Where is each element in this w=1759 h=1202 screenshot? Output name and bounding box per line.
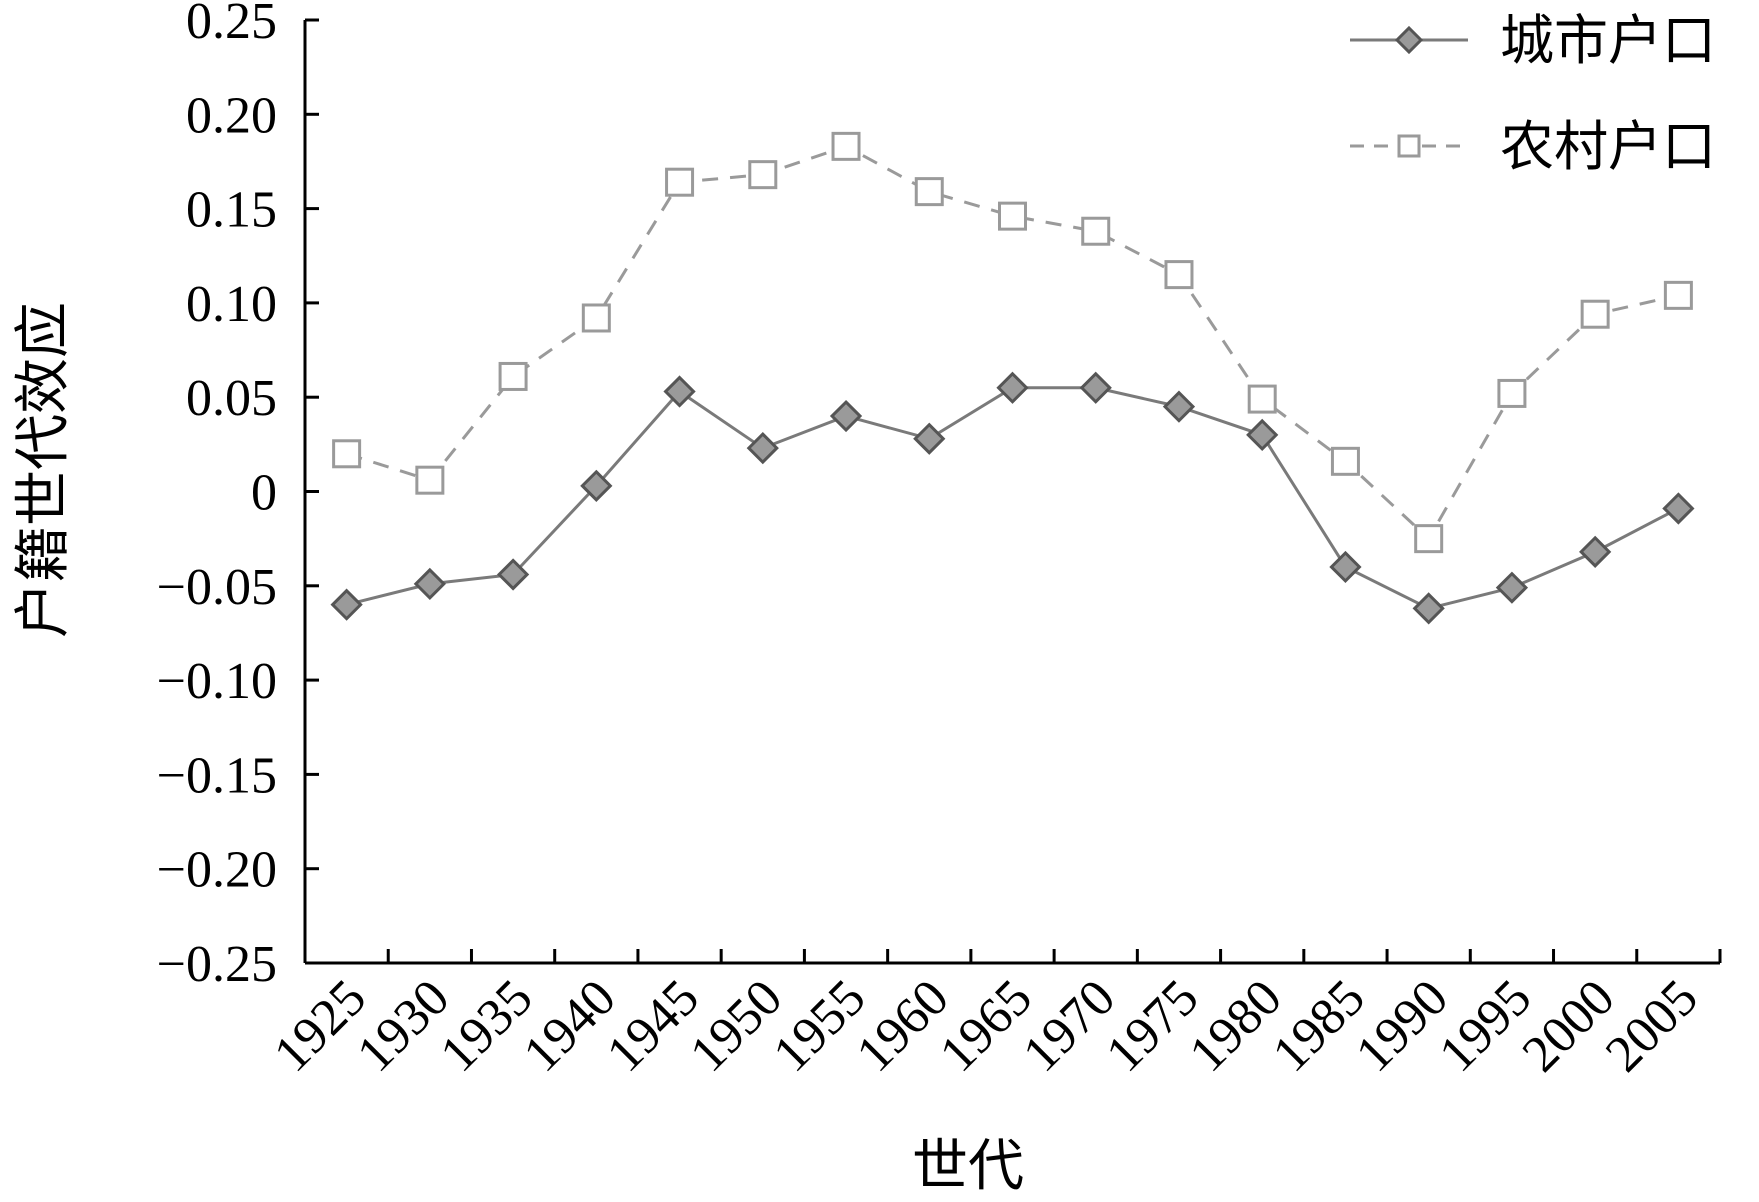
data-point-rural [1663, 280, 1693, 310]
legend-item-rural: 农村户口 [1350, 115, 1716, 178]
x-tick-label: 1940 [513, 969, 627, 1083]
data-point-rural [998, 201, 1027, 231]
data-point-rural [415, 465, 445, 495]
x-tick-label: 1925 [263, 969, 377, 1083]
y-tick-label: −0.20 [157, 842, 277, 899]
legend-item-urban: 城市户口 [1350, 9, 1716, 72]
y-tick-label: 0 [251, 465, 277, 522]
series-line-rural [346, 144, 1679, 542]
x-tick-label: 1985 [1262, 969, 1376, 1083]
data-point-urban [663, 375, 696, 408]
x-tick-label: 1990 [1345, 969, 1459, 1083]
y-tick-label: 0.20 [186, 87, 277, 144]
y-tick-label: 0.25 [186, 0, 277, 50]
data-point-rural [332, 439, 362, 469]
data-point-urban [496, 558, 530, 591]
data-point-urban [1079, 371, 1112, 404]
x-tick-label: 1970 [1012, 969, 1126, 1083]
y-tick-label: 0.05 [186, 370, 277, 427]
x-tick-label: 2000 [1512, 969, 1626, 1083]
x-tick-label: 1945 [596, 969, 710, 1083]
data-point-rural [1580, 299, 1610, 329]
data-point-urban [580, 469, 613, 502]
legend-marker-urban [1394, 25, 1424, 55]
x-axis-ticks: 1925193019351940194519501955196019651970… [263, 949, 1722, 1083]
x-tick-label: 1965 [929, 969, 1043, 1083]
x-tick-label: 1975 [1096, 969, 1210, 1083]
x-tick-label: 1995 [1429, 969, 1543, 1083]
data-point-urban [413, 567, 446, 601]
data-point-rural [914, 177, 944, 207]
y-axis-ticks: 0.25 0.20 0.15 0.10 0.05 0 −0.05 −0.10 −0.15 −0.2… [157, 0, 319, 993]
data-point-rural [1414, 524, 1444, 554]
y-tick-label: 0.15 [186, 182, 277, 239]
data-point-rural [748, 160, 778, 190]
data-point-urban [330, 588, 363, 621]
y-tick-label: −0.25 [157, 936, 277, 993]
legend-label-urban: 城市户口 [1500, 9, 1716, 72]
data-point-rural [665, 167, 695, 197]
data-point-rural [1081, 216, 1111, 246]
data-point-urban [1162, 390, 1196, 423]
data-point-urban [1412, 592, 1445, 625]
series-urban [330, 371, 1695, 625]
x-tick-label: 1930 [346, 969, 460, 1083]
series-line-urban [346, 386, 1680, 611]
x-axis-title: 世代 [912, 1134, 1024, 1199]
legend-marker-rural [1397, 134, 1421, 158]
data-point-urban [746, 432, 779, 465]
x-tick-label: 1960 [846, 969, 960, 1083]
y-axis-title: 户籍世代效应 [11, 302, 76, 638]
data-point-urban [1246, 418, 1279, 452]
data-point-rural [1247, 384, 1277, 414]
series-layer [330, 131, 1695, 625]
data-point-rural [1330, 446, 1360, 476]
data-point-urban [1495, 571, 1529, 604]
y-tick-label: −0.05 [157, 559, 277, 616]
data-point-urban [1329, 550, 1362, 584]
data-point-rural [581, 303, 611, 333]
data-point-urban [913, 422, 946, 455]
data-point-rural [498, 361, 528, 391]
legend-label-rural: 农村户口 [1500, 115, 1716, 178]
data-point-urban [1579, 535, 1612, 568]
y-tick-label: −0.10 [157, 653, 277, 710]
x-tick-label: 2005 [1595, 969, 1709, 1083]
data-point-rural [1497, 378, 1527, 408]
data-point-urban [1662, 492, 1695, 525]
data-point-urban [829, 399, 863, 433]
y-tick-label: −0.15 [157, 747, 277, 804]
x-tick-label: 1980 [1179, 969, 1293, 1083]
data-point-rural [831, 131, 861, 161]
x-tick-label: 1955 [763, 969, 877, 1083]
x-tick-label: 1950 [679, 969, 793, 1083]
data-point-urban [996, 371, 1029, 404]
x-tick-label: 1935 [430, 969, 544, 1083]
data-point-rural [1164, 260, 1194, 290]
series-rural [332, 131, 1693, 554]
y-tick-label: 0.10 [186, 276, 277, 333]
